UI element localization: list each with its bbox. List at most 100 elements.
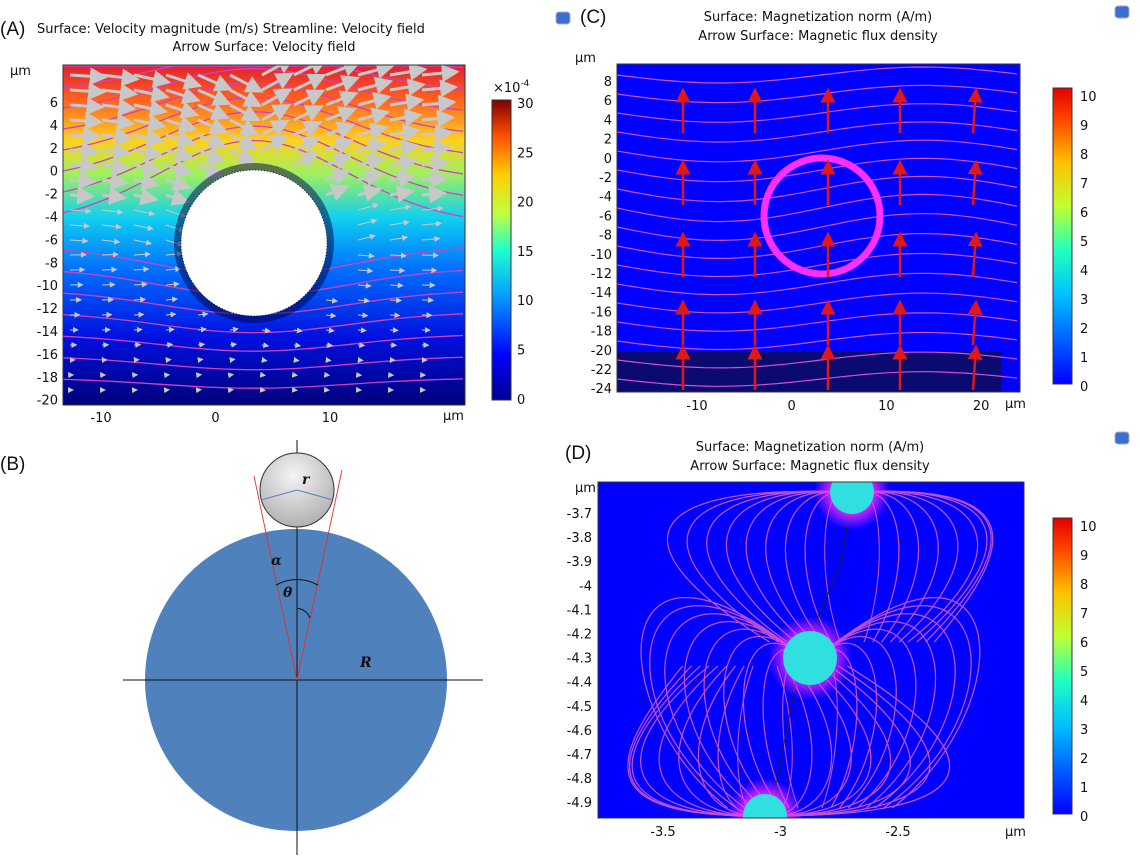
flux-arrow — [967, 159, 983, 206]
tangent-line-left — [253, 475, 298, 681]
colorbar-exponent: ×10-4 — [493, 79, 530, 96]
tick-label: -3 — [774, 825, 787, 840]
panel-c: (C) Surface: Magnetization norm (A/m) Ar… — [580, 5, 1130, 414]
tick-label: -8 — [599, 229, 612, 244]
y-unit: μm — [10, 64, 31, 79]
comsol-logo-icon — [555, 11, 571, 25]
tick-label: -10 — [591, 248, 612, 263]
tick-label: 9 — [1080, 119, 1088, 134]
flux-arrow — [967, 344, 983, 391]
tick-label: 4 — [50, 119, 58, 134]
tick-label: -4.8 — [567, 772, 592, 787]
tick-label: -2.5 — [885, 825, 910, 840]
tick-label: -10 — [686, 399, 707, 414]
panel-c-title-line2: Arrow Surface: Magnetic flux density — [698, 29, 938, 44]
x-unit: μm — [443, 409, 464, 424]
colorbar — [1052, 87, 1073, 385]
tick-label: -16 — [591, 305, 612, 320]
tick-label: 4 — [1080, 264, 1088, 279]
particle-top — [830, 482, 874, 514]
x-axis-ticks: -10 0 10 — [90, 411, 338, 426]
tick-label: 0 — [604, 152, 612, 167]
tick-label: -14 — [37, 325, 58, 340]
tick-label: -6 — [45, 233, 58, 248]
tick-label: -3.8 — [567, 531, 592, 546]
tick-label: 6 — [50, 96, 58, 111]
x-axis-ticks: -10 0 10 20 — [686, 399, 989, 414]
plot-frame — [616, 63, 1021, 393]
panel-a-title-line1: Surface: Velocity magnitude (m/s) Stream… — [37, 22, 425, 37]
magnetization-zoom-plot-area — [598, 482, 1024, 818]
tick-label: -2 — [599, 171, 612, 186]
tick-label: 4 — [1080, 694, 1088, 709]
tick-label: -10 — [37, 279, 58, 294]
tick-label: -10 — [90, 411, 111, 426]
tick-label: 0 — [1080, 380, 1088, 395]
flux-arrow — [967, 231, 983, 278]
tick-label: -6 — [599, 209, 612, 224]
symbol-theta: θ — [283, 585, 293, 601]
alpha-arc — [296, 607, 311, 619]
tick-label: 8 — [1080, 578, 1088, 593]
tick-label: -18 — [37, 371, 58, 386]
tick-label: 10 — [1080, 90, 1097, 105]
particle-obstacle — [180, 169, 328, 317]
tick-label: 8 — [1080, 148, 1088, 163]
colorbar-ticks: 30 25 20 15 10 5 0 — [517, 97, 534, 408]
tick-label: -16 — [37, 348, 58, 363]
panel-a-title-line2: Arrow Surface: Velocity field — [172, 40, 355, 55]
tick-label: -3.5 — [650, 825, 675, 840]
tick-label: 2 — [604, 133, 612, 148]
panel-d-title-line1: Surface: Magnetization norm (A/m) — [696, 440, 924, 455]
tick-label: 10 — [517, 294, 534, 309]
tick-label: -4.2 — [567, 628, 592, 643]
tick-label: -8 — [45, 256, 58, 271]
tick-label: 0 — [50, 165, 58, 180]
tick-label: -22 — [591, 363, 612, 378]
tick-label: 1 — [1080, 351, 1088, 366]
x-unit: μm — [1005, 825, 1026, 840]
y-unit: μm — [575, 481, 596, 496]
tick-label: 3 — [1080, 293, 1088, 308]
x-axis-ticks: -3.5 -3 -2.5 — [650, 825, 910, 840]
tick-label: 7 — [1080, 177, 1088, 192]
panel-d-title-line2: Arrow Surface: Magnetic flux density — [690, 459, 930, 474]
comsol-logo-icon — [1114, 431, 1130, 445]
tick-label: -4.5 — [567, 700, 592, 715]
tick-label: 10 — [322, 411, 339, 426]
tick-label: 0 — [211, 411, 219, 426]
y-axis-ticks: 8 6 4 2 0 -2 -4 -6 -8 -10 -12 -14 -16 -18 -20 -22 -24 — [591, 75, 612, 397]
tick-label: -4 — [579, 579, 592, 594]
tick-label: -3.9 — [567, 555, 592, 570]
theta-arc — [275, 579, 319, 586]
tick-label: -4 — [45, 211, 58, 226]
tick-label: 0 — [788, 399, 796, 414]
panel-b: (B) r α θ R — [0, 440, 483, 855]
particle-ring — [760, 154, 884, 278]
tick-label: -18 — [591, 325, 612, 340]
colorbar — [491, 99, 512, 401]
tick-label: -20 — [37, 394, 58, 409]
tick-label: -4.1 — [567, 603, 592, 618]
tick-label: -4.6 — [567, 724, 592, 739]
tick-label: 0 — [1080, 810, 1088, 825]
tick-label: 6 — [1080, 206, 1088, 221]
tick-label: 5 — [1080, 665, 1088, 680]
tick-label: -24 — [591, 382, 612, 397]
panel-a-label: (A) — [0, 19, 25, 40]
tick-label: -4.7 — [567, 748, 592, 763]
tick-label: 5 — [1080, 235, 1088, 250]
tick-label: 25 — [517, 146, 534, 161]
panel-c-y-unit: μm — [575, 51, 596, 66]
y-axis-ticks: 6 4 2 0 -2 -4 -6 -8 -10 -12 -14 -16 -18 -20 — [37, 96, 58, 409]
plot-frame — [597, 481, 1025, 819]
tick-label: 2 — [1080, 752, 1088, 767]
panel-d-label: (D) — [565, 443, 591, 464]
tick-label: -12 — [37, 302, 58, 317]
tick-label: -12 — [591, 267, 612, 282]
tick-label: 2 — [50, 142, 58, 157]
colorbar — [1052, 517, 1073, 815]
